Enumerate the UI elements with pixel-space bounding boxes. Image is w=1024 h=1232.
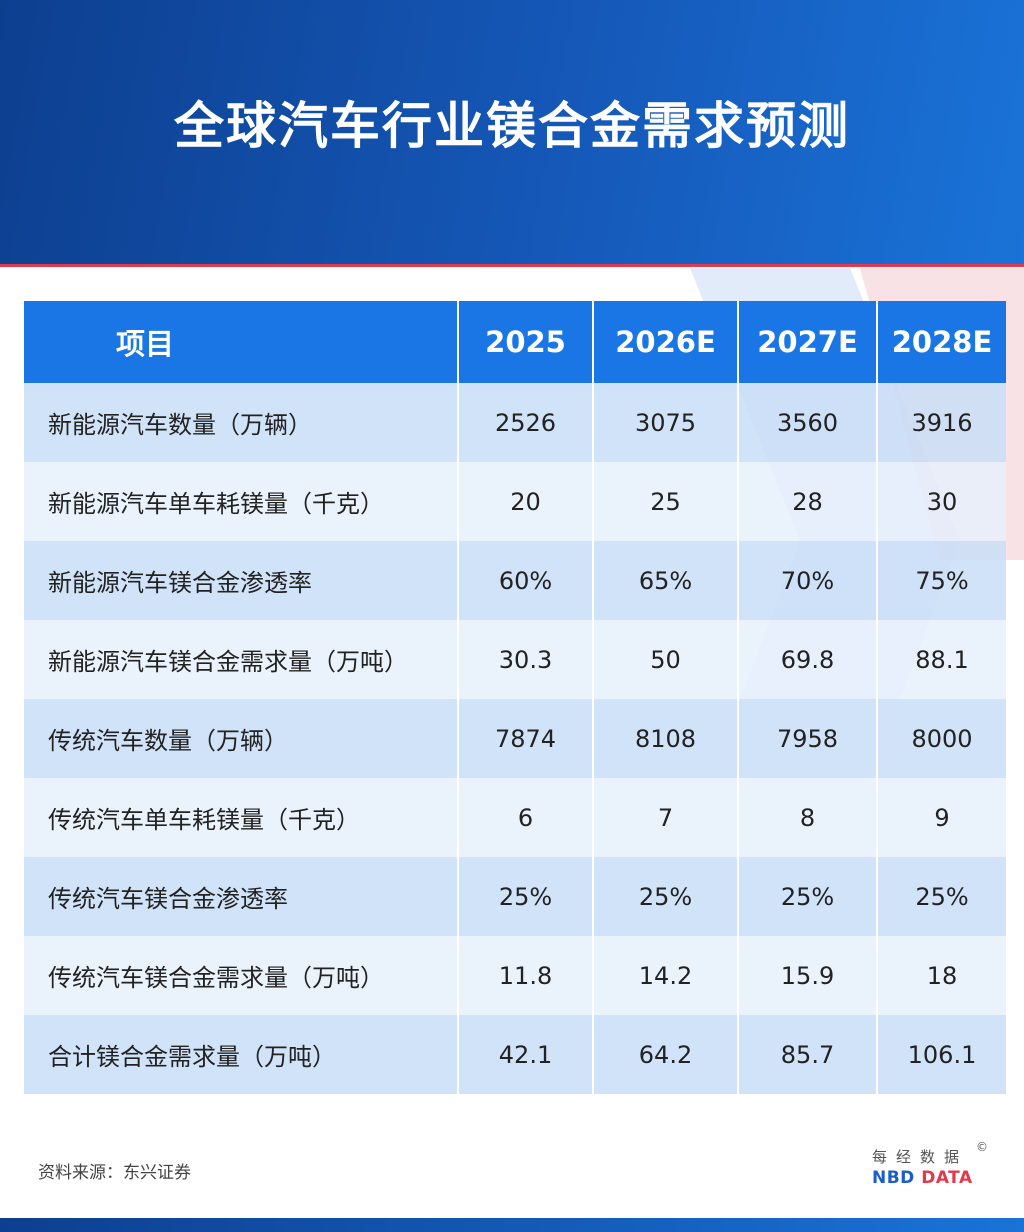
column-header-2026e: 2026E	[593, 301, 739, 383]
row-label: 传统汽车单车耗镁量（千克）	[24, 778, 459, 857]
table-cell: 8000	[877, 699, 1006, 778]
logo-english-text: NBD DATA	[872, 1168, 973, 1188]
row-label: 新能源汽车镁合金渗透率	[24, 541, 459, 620]
table-cell: 3075	[593, 383, 739, 462]
column-header-item: 项目	[24, 301, 459, 383]
table-cell: 25%	[877, 857, 1006, 936]
table-row: 传统汽车镁合金渗透率 25% 25% 25% 25%	[24, 857, 1006, 936]
table-cell: 18	[877, 936, 1006, 1015]
table-row: 传统汽车单车耗镁量（千克） 6 7 8 9	[24, 778, 1006, 857]
table-cell: 25	[593, 462, 739, 541]
table-cell: 25%	[458, 857, 594, 936]
table-cell: 85.7	[738, 1015, 878, 1094]
table-cell: 25%	[738, 857, 878, 936]
table-cell: 106.1	[877, 1015, 1006, 1094]
table-cell: 70%	[738, 541, 878, 620]
row-label: 传统汽车镁合金需求量（万吨）	[24, 936, 459, 1015]
header-banner	[0, 0, 1024, 264]
table-row: 新能源汽车镁合金渗透率 60% 65% 70% 75%	[24, 541, 1006, 620]
logo-data: DATA	[921, 1168, 973, 1188]
table-cell: 3560	[738, 383, 878, 462]
table-cell: 65%	[593, 541, 739, 620]
table-cell: 7874	[458, 699, 594, 778]
table-cell: 2526	[458, 383, 594, 462]
table-cell: 28	[738, 462, 878, 541]
table-cell: 8	[738, 778, 878, 857]
table-cell: 25%	[593, 857, 739, 936]
table-cell: 75%	[877, 541, 1006, 620]
table-cell: 42.1	[458, 1015, 594, 1094]
table-cell: 69.8	[738, 620, 878, 699]
row-label: 新能源汽车镁合金需求量（万吨）	[24, 620, 459, 699]
table-cell: 15.9	[738, 936, 878, 1015]
row-label: 新能源汽车数量（万辆）	[24, 383, 459, 462]
demand-forecast-table: 项目 2025 2026E 2027E 2028E 新能源汽车数量（万辆） 25…	[24, 301, 1006, 1112]
row-label: 新能源汽车单车耗镁量（千克）	[24, 462, 459, 541]
table-row: 新能源汽车单车耗镁量（千克） 20 25 28 30	[24, 462, 1006, 541]
table-cell: 60%	[458, 541, 594, 620]
logo-nbd: NBD	[872, 1168, 915, 1188]
row-label: 传统汽车数量（万辆）	[24, 699, 459, 778]
table-cell: 9	[877, 778, 1006, 857]
column-header-2028e: 2028E	[877, 301, 1006, 383]
table-row: 传统汽车镁合金需求量（万吨） 11.8 14.2 15.9 18	[24, 936, 1006, 1015]
table-cell: 50	[593, 620, 739, 699]
table-cell: 64.2	[593, 1015, 739, 1094]
data-source-note: 资料来源：东兴证券	[38, 1163, 191, 1183]
copyright-icon: ©	[976, 1140, 988, 1154]
table-cell: 30	[877, 462, 1006, 541]
logo-chinese-text: 每经数据	[872, 1148, 969, 1166]
table-cell: 3916	[877, 383, 1006, 462]
table-row: 传统汽车数量（万辆） 7874 8108 7958 8000	[24, 699, 1006, 778]
table-cell: 88.1	[877, 620, 1006, 699]
table-cell: 20	[458, 462, 594, 541]
page-title: 全球汽车行业镁合金需求预测	[174, 97, 850, 155]
column-header-2025: 2025	[458, 301, 594, 383]
footer-bar	[0, 1218, 1024, 1232]
table-row-total: 合计镁合金需求量（万吨） 42.1 64.2 85.7 106.1	[24, 1015, 1006, 1094]
table-cell: 14.2	[593, 936, 739, 1015]
table-row: 新能源汽车镁合金需求量（万吨） 30.3 50 69.8 88.1	[24, 620, 1006, 699]
nbd-data-logo: 每经数据 © NBD DATA	[872, 1140, 992, 1190]
row-label: 合计镁合金需求量（万吨）	[24, 1015, 459, 1094]
table-cell: 7958	[738, 699, 878, 778]
column-header-2027e: 2027E	[738, 301, 878, 383]
header-accent-line	[0, 264, 1024, 267]
table-row: 新能源汽车数量（万辆） 2526 3075 3560 3916	[24, 383, 1006, 462]
table-cell: 8108	[593, 699, 739, 778]
table-header-row: 项目 2025 2026E 2027E 2028E	[24, 301, 1006, 383]
row-label: 传统汽车镁合金渗透率	[24, 857, 459, 936]
table-cell: 30.3	[458, 620, 594, 699]
table-cell: 11.8	[458, 936, 594, 1015]
table-cell: 6	[458, 778, 594, 857]
table-cell: 7	[593, 778, 739, 857]
